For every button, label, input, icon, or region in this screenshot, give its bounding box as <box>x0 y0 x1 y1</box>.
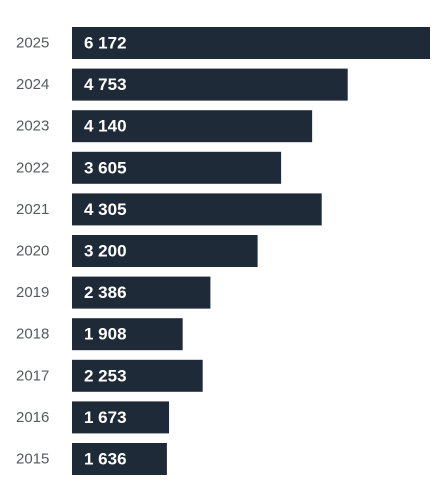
year-label: 2019 <box>16 284 49 301</box>
value-label: 1 673 <box>84 408 127 427</box>
year-label: 2015 <box>16 451 49 468</box>
year-label: 2025 <box>16 35 49 52</box>
year-label: 2018 <box>16 326 49 343</box>
bar <box>72 318 183 351</box>
year-label: 2020 <box>16 243 49 260</box>
year-label: 2016 <box>16 409 49 426</box>
bar <box>72 27 430 59</box>
value-label: 2 386 <box>84 283 127 302</box>
value-label: 4 140 <box>84 117 127 136</box>
bar <box>72 401 170 434</box>
bar <box>72 193 322 226</box>
bars-group: 2025 6 172 2024 4 753 2023 4 140 2022 3 605 2021… <box>16 27 430 475</box>
bar <box>72 110 313 143</box>
value-label: 3 605 <box>84 158 127 177</box>
year-label: 2021 <box>16 201 49 218</box>
value-label: 1 636 <box>84 450 127 469</box>
year-label: 2022 <box>16 159 49 176</box>
bar <box>72 235 258 267</box>
bar <box>72 359 203 392</box>
year-label: 2017 <box>16 367 49 384</box>
value-label: 4 305 <box>84 200 127 219</box>
bar <box>72 443 167 475</box>
bar <box>72 68 348 101</box>
year-label: 2024 <box>16 76 49 93</box>
bar <box>72 151 282 184</box>
value-label: 4 753 <box>84 75 127 94</box>
bar <box>72 276 211 309</box>
year-label: 2023 <box>16 118 49 135</box>
value-label: 1 908 <box>84 325 127 344</box>
value-label: 2 253 <box>84 366 127 385</box>
value-label: 3 200 <box>84 242 127 261</box>
value-label: 6 172 <box>84 34 127 53</box>
